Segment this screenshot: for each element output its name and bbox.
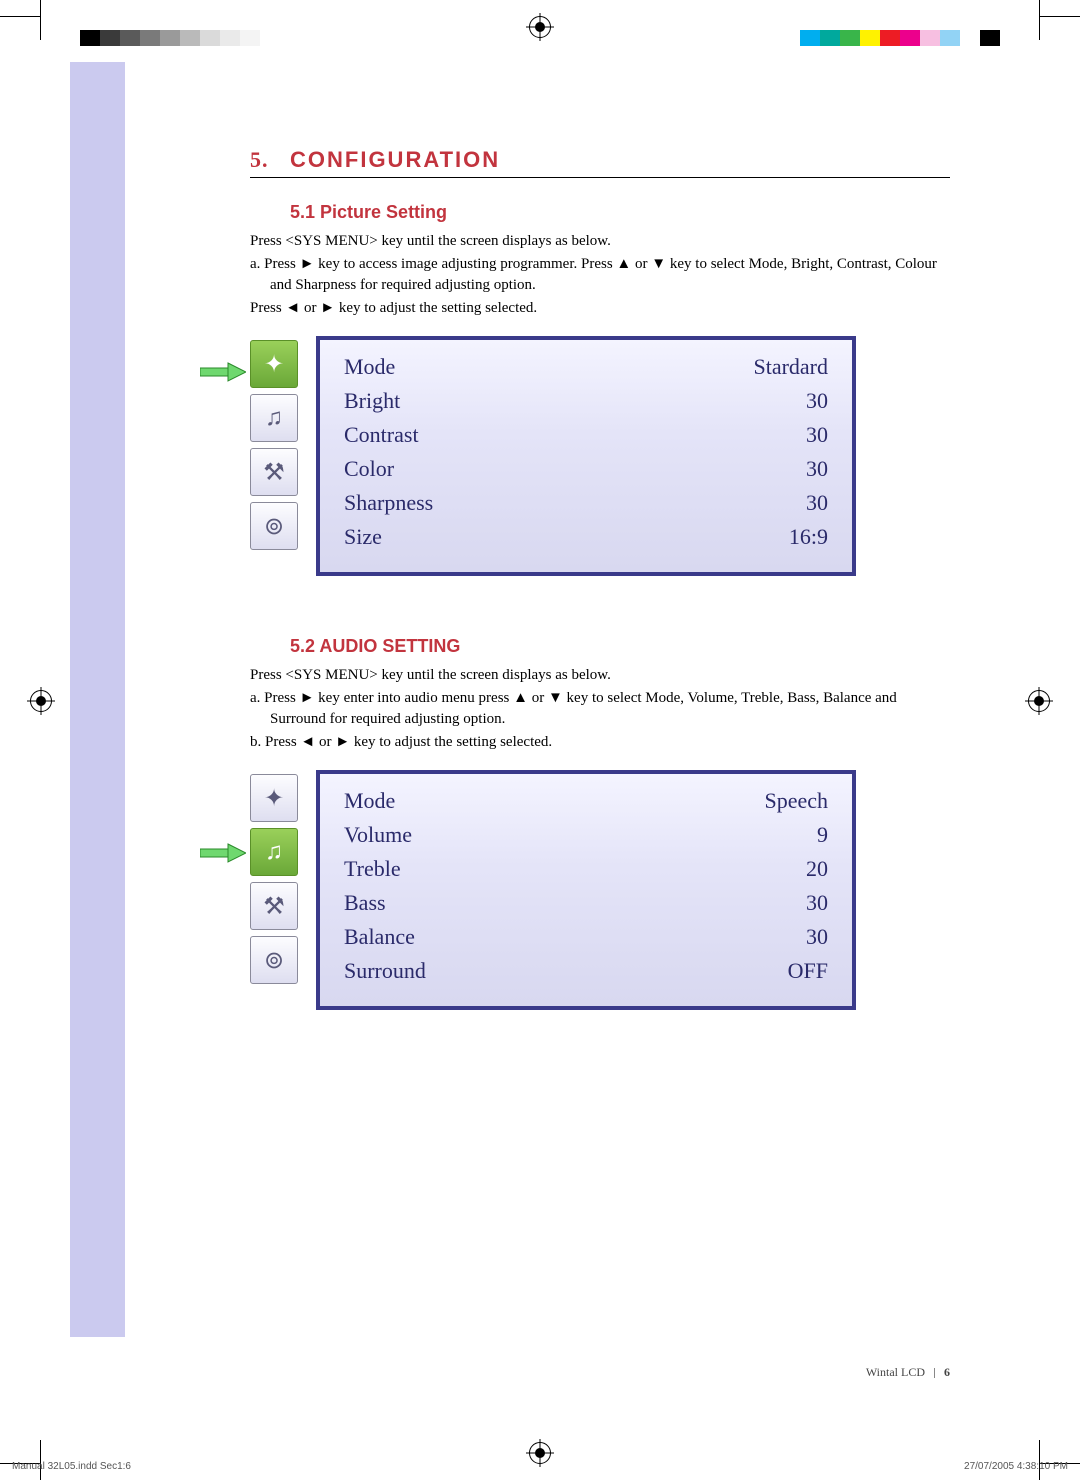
osd-row: Size 16:9 <box>344 520 828 554</box>
body-text: a. Press ► key to access image adjusting… <box>250 254 950 295</box>
sidebar-band <box>70 62 125 1337</box>
audio-osd-panel: Mode Speech Volume 9 Treble 20 Bass 30 Balance 30… <box>316 770 856 1010</box>
osd-tab-icons: ✦ ♫ ⚒ ⊚ <box>250 336 306 576</box>
content-area: 5. CONFIGURATION 5.1 Picture Setting Pre… <box>250 147 950 1060</box>
osd-value: Stardard <box>753 350 828 384</box>
osd-value: 30 <box>806 384 828 418</box>
grayscale-bar <box>80 30 280 46</box>
osd-row: Color 30 <box>344 452 828 486</box>
osd-value: Speech <box>764 784 828 818</box>
tools-tab-icon: ⚒ <box>250 882 298 930</box>
registration-mark <box>529 16 551 38</box>
chapter-heading: 5. CONFIGURATION <box>250 147 950 178</box>
body-text: Press <SYS MENU> key until the screen di… <box>250 665 950 685</box>
page: 5. CONFIGURATION 5.1 Picture Setting Pre… <box>70 62 1010 1422</box>
osd-row: Surround OFF <box>344 954 828 988</box>
osd-row: Mode Stardard <box>344 350 828 384</box>
crop-mark <box>1039 1440 1040 1480</box>
osd-value: 30 <box>806 886 828 920</box>
tools-tab-icon: ⚒ <box>250 448 298 496</box>
osd-value: 30 <box>806 486 828 520</box>
picture-osd-panel: ModeStardardBright30Contrast30Color30Sha… <box>316 336 856 576</box>
osd-row: Bright 30 <box>344 384 828 418</box>
color-bar <box>800 30 1000 46</box>
picture-tab-icon: ✦ <box>250 774 298 822</box>
osd-value: 20 <box>806 852 828 886</box>
osd-row: Bass 30 <box>344 886 828 920</box>
arrow-icon <box>200 361 246 383</box>
imprint-left: Manual 32L05.indd Sec1:6 <box>12 1461 131 1472</box>
osd-label: Mode <box>344 350 395 384</box>
osd-row: Sharpness 30 <box>344 486 828 520</box>
osd-row: Contrast 30 <box>344 418 828 452</box>
crop-mark <box>40 1440 41 1480</box>
imprint-right: 27/07/2005 4:38:10 PM <box>964 1461 1068 1472</box>
osd-label: Surround <box>344 954 426 988</box>
audio-tab-icon: ♫ <box>250 828 298 876</box>
chapter-title: CONFIGURATION <box>290 147 500 173</box>
registration-mark <box>1028 690 1050 712</box>
registration-mark <box>30 690 52 712</box>
osd-value: 30 <box>806 920 828 954</box>
osd-value: 16:9 <box>789 520 828 554</box>
osd-label: Color <box>344 452 394 486</box>
registration-mark <box>529 1442 551 1464</box>
osd-tab-icons: ✦ ♫ ⚒ ⊚ <box>250 770 306 1010</box>
osd-row: Treble 20 <box>344 852 828 886</box>
body-text: a. Press ► key enter into audio menu pre… <box>250 688 950 729</box>
osd-label: Treble <box>344 852 401 886</box>
crop-mark <box>1040 16 1080 17</box>
osd-row: Balance 30 <box>344 920 828 954</box>
osd-value: 30 <box>806 418 828 452</box>
osd-label: Bass <box>344 886 386 920</box>
osd-label: Balance <box>344 920 415 954</box>
osd-row: Mode Speech <box>344 784 828 818</box>
crop-mark <box>0 16 40 17</box>
audio-osd: ✦ ♫ ⚒ ⊚ ModeSpeechVolume9Treble20Bass30B… <box>236 770 950 1030</box>
body-text: Press <SYS MENU> key until the screen di… <box>250 231 950 251</box>
picture-osd: ✦ ♫ ⚒ ⊚ ModeStardardBright30Contrast30Co… <box>236 336 950 596</box>
osd-row: Volume 9 <box>344 818 828 852</box>
chapter-number: 5. <box>250 147 290 173</box>
osd-label: Volume <box>344 818 412 852</box>
osd-value: OFF <box>788 954 828 988</box>
crop-mark <box>40 0 41 40</box>
section-heading: 5.1 Picture Setting <box>290 202 950 223</box>
antenna-tab-icon: ⊚ <box>250 502 298 550</box>
footer-brand: Wintal LCD <box>866 1365 925 1379</box>
arrow-icon <box>200 842 246 864</box>
page-footer: Wintal LCD 6 <box>866 1365 950 1380</box>
osd-label: Contrast <box>344 418 419 452</box>
audio-tab-icon: ♫ <box>250 394 298 442</box>
osd-value: 9 <box>817 818 828 852</box>
osd-label: Bright <box>344 384 400 418</box>
body-text: b. Press ◄ or ► key to adjust the settin… <box>250 732 950 752</box>
osd-label: Mode <box>344 784 395 818</box>
osd-label: Sharpness <box>344 486 433 520</box>
antenna-tab-icon: ⊚ <box>250 936 298 984</box>
crop-mark <box>1039 0 1040 40</box>
osd-value: 30 <box>806 452 828 486</box>
footer-page: 6 <box>944 1365 950 1379</box>
osd-label: Size <box>344 520 382 554</box>
body-text: Press ◄ or ► key to adjust the setting s… <box>250 298 950 318</box>
section-heading: 5.2 AUDIO SETTING <box>290 636 950 657</box>
picture-tab-icon: ✦ <box>250 340 298 388</box>
